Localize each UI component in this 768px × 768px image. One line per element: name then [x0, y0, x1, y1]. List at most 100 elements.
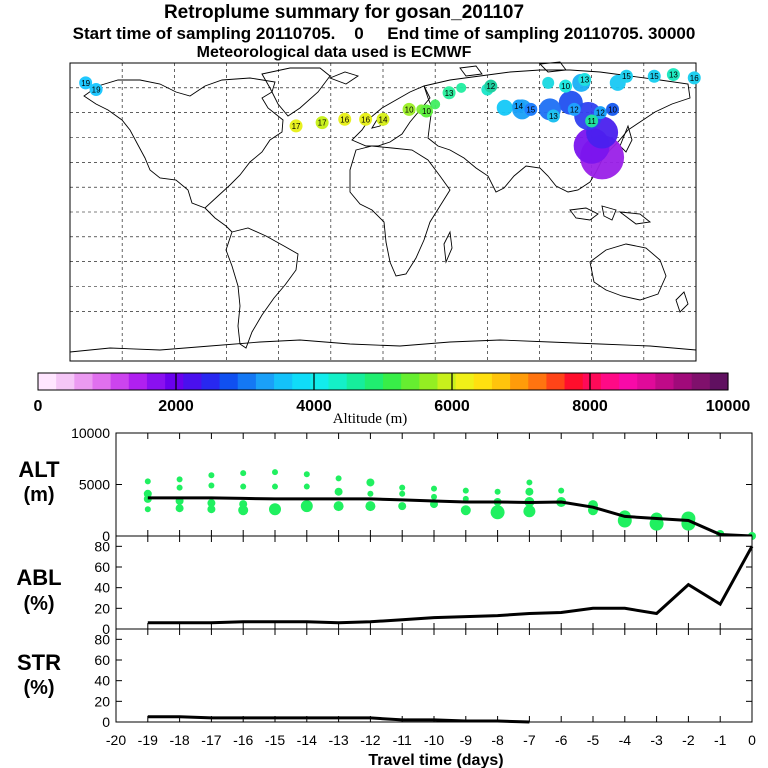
x-tick-label: -19 [138, 732, 158, 748]
plume-day-marker [512, 99, 526, 113]
altitude-point [303, 483, 310, 490]
plume-day-marker [338, 112, 352, 126]
y-tick-label: 5000 [79, 477, 110, 493]
colorbar-cell [401, 373, 420, 390]
altitude-point [176, 476, 183, 483]
plume-blob [496, 99, 513, 116]
colorbar-cell [219, 373, 239, 390]
colorbar-tick-label: 0 [34, 398, 43, 415]
altitude-point [272, 483, 278, 490]
y-tick-label: 10000 [71, 425, 110, 441]
abl-panel-unit: (%) [23, 593, 54, 615]
plume-day-label: 17 [318, 119, 327, 128]
altitude-point [272, 469, 278, 476]
plume-day-marker [619, 69, 633, 83]
altitude-point [335, 475, 342, 482]
plume-day-label: 13 [669, 71, 678, 80]
plume-day-marker [585, 114, 599, 128]
altitude-point [303, 471, 310, 478]
alt-panel-title: ALT [18, 457, 60, 482]
y-tick-label: 80 [94, 538, 110, 554]
plume-day-marker [606, 102, 620, 116]
plume-day-label: 14 [514, 102, 523, 111]
x-tick-label: -10 [424, 732, 444, 748]
altitude-point [523, 505, 536, 518]
colorbar-cell [455, 373, 475, 390]
plume-day-label: 14 [379, 115, 388, 124]
plume-blob [542, 76, 555, 89]
plume-day-marker [593, 106, 607, 120]
y-tick-label: 0 [102, 714, 110, 730]
altitude-point [240, 470, 247, 477]
plume-blob [430, 99, 441, 110]
x-tick-label: 0 [748, 732, 756, 748]
y-tick-label: 0 [102, 621, 110, 637]
altitude-point [240, 483, 247, 490]
altitude-point [558, 487, 565, 494]
colorbar-cell [600, 373, 620, 390]
colorbar-cell [110, 373, 130, 390]
plume-day-label: 13 [445, 89, 454, 98]
plume-day-label: 12 [570, 105, 579, 114]
plume-day-label: 17 [292, 122, 301, 131]
colorbar-cell [364, 373, 384, 390]
alt-panel-unit: (m) [23, 484, 54, 506]
altitude-point [399, 490, 406, 497]
x-axis-label: Travel time (days) [368, 752, 503, 768]
str-panel-title: STR [17, 650, 61, 675]
x-tick-label: -7 [523, 732, 536, 748]
plume-day-marker [442, 86, 456, 100]
colorbar-cell [92, 373, 112, 390]
plume-day-label: 15 [622, 72, 631, 81]
colorbar-cell [691, 373, 711, 390]
plume-day-label: 19 [81, 79, 90, 88]
x-tick-label: -8 [491, 732, 504, 748]
altitude-colorbar: 0 2000 4000 6000 8000 10000 Altitude (m) [34, 372, 750, 427]
colorbar-cell [201, 373, 221, 390]
altitude-point [144, 506, 151, 513]
plume-day-marker [578, 73, 592, 87]
colorbar-cell [473, 373, 493, 390]
altitude-point [460, 505, 471, 516]
plume-day-label: 16 [340, 115, 349, 124]
plume-day-label: 19 [92, 85, 101, 94]
plume-day-marker [559, 79, 573, 93]
sampling-time-subtitle: Start time of sampling 20110705. 0 End t… [72, 24, 696, 43]
plume-day-marker [524, 102, 538, 116]
x-tick-label: -15 [265, 732, 285, 748]
altitude-point [300, 500, 313, 513]
colorbar-label: Altitude (m) [333, 411, 408, 427]
plume-day-marker [315, 116, 329, 130]
x-tick-label: -3 [650, 732, 663, 748]
altitude-point [431, 493, 437, 500]
altitude-point [494, 488, 501, 495]
colorbar-cell [673, 373, 693, 390]
altitude-point [367, 490, 374, 497]
altitude-panel: ALT (m) 0 5000 10000 [18, 425, 756, 544]
y-tick-label: 20 [94, 600, 110, 616]
x-tick-label: -20 [106, 732, 126, 748]
altitude-point [207, 499, 216, 508]
plume-day-marker [359, 112, 373, 126]
altitude-point [269, 503, 281, 516]
altitude-point [208, 482, 215, 489]
plume-blob [456, 82, 467, 93]
y-tick-label: 80 [94, 631, 110, 647]
y-tick-label: 60 [94, 559, 110, 575]
colorbar-cell [655, 373, 675, 390]
altitude-point [144, 478, 151, 485]
altitude-point [208, 472, 215, 479]
plume-day-label: 13 [580, 76, 589, 85]
abl-line [147, 545, 754, 625]
str-line [147, 715, 530, 724]
colorbar-cell [237, 373, 257, 390]
plume-day-label: 13 [549, 112, 558, 121]
x-tick-label: -14 [297, 732, 317, 748]
colorbar-cell [74, 373, 94, 390]
plume-day-label: 12 [596, 109, 605, 118]
map-gridlines [70, 63, 696, 361]
altitude-point [176, 484, 183, 491]
colorbar-cell [383, 373, 402, 390]
altitude-point [333, 501, 344, 512]
